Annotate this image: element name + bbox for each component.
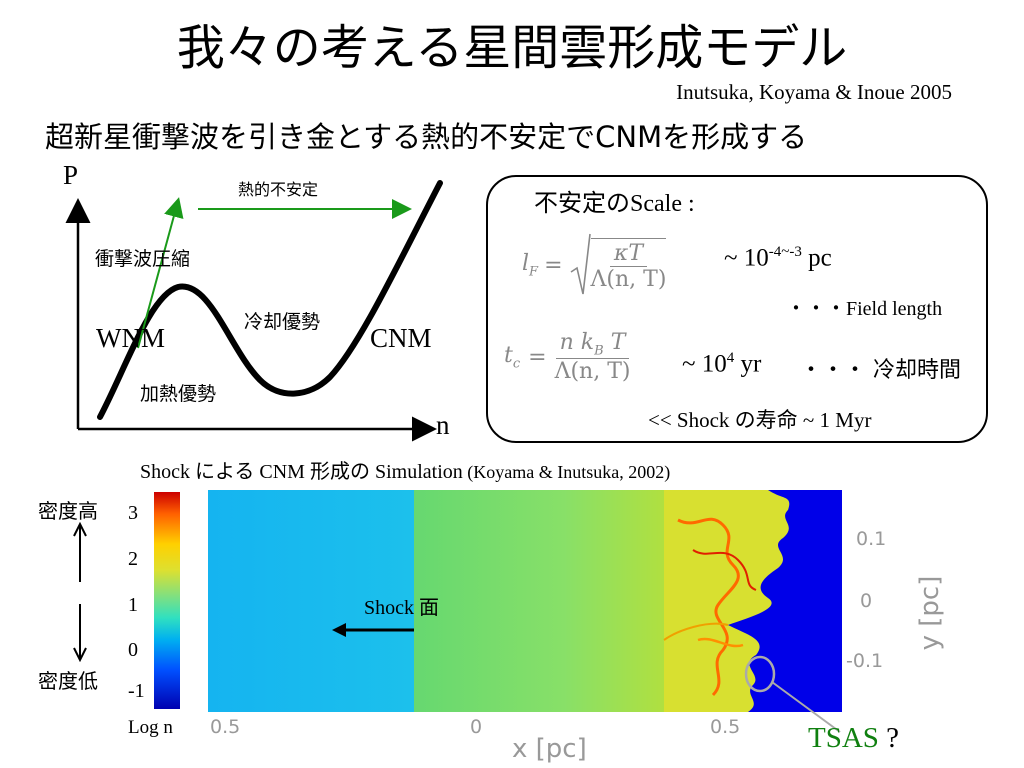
x-tick-left: 0.5 [210,716,241,738]
x-tick-mid: 0 [470,716,483,738]
tsas-label: TSAS ? [808,722,900,754]
shock-direction-arrow [332,623,414,637]
tc-fraction: n kB T Λ(n, T) [554,330,631,385]
lf-lhs: lF [522,250,539,280]
cooling-dominant-label: 冷却優勢 [244,311,321,333]
tsas-pointer [744,655,841,733]
density-low-label: 密度低 [38,669,98,693]
x-tick-right: 0.5 [710,716,741,738]
cooling-time-value: ~ 104 yr [682,350,762,378]
shock-compression-label: 衝撃波圧縮 [95,248,191,270]
tc-lhs: tc [504,343,521,372]
cbar-tick-2: 2 [128,548,138,570]
y-tick-mid: 0 [860,590,873,612]
thermal-instability-label: 熱的不安定 [238,180,319,199]
sqrt-sign [570,233,591,295]
field-length-value: ~ 10-4~-3 pc [724,244,832,272]
colorbar [154,492,180,709]
instability-scale-box [486,175,988,443]
cooling-time-formula: tc = n kB T Λ(n, T) [504,330,631,385]
simulation-caption: Shock による CNM 形成の Simulation (Koyama & I… [140,461,671,483]
cbar-tick-0: 0 [128,639,138,661]
density-arrows [73,522,87,662]
shock-front-label: Shock 面 [364,597,439,619]
cnm-label: CNM [370,323,432,353]
n-axis-label: n [436,410,450,440]
log-n-label: Log n [128,717,173,738]
reference-citation: Inutsuka, Koyama & Inoue 2005 [676,80,952,104]
slide-title: 我々の考える星間雲形成モデル [176,20,848,76]
phase-diagram [65,180,443,442]
field-length-formula: lF = κT Λ(n, T) [522,232,667,298]
scale-heading-en: Scale : [630,191,695,217]
cooling-time-note: ・・・ 冷却時間 [800,358,961,383]
cbar-tick-minus1: -1 [128,680,145,702]
y-axis-label: y [pc] [915,575,945,651]
shock-compression-arrow [137,197,184,349]
shock-lifetime-note: << Shock の寿命 ~ 1 Myr [648,408,872,432]
heating-dominant-label: 加熱優勢 [140,383,217,405]
cbar-tick-1: 1 [128,594,138,616]
p-axis-label: P [63,160,79,190]
x-axis-label: x [pc] [512,734,587,764]
scale-heading: 不安定のScale : [534,183,695,218]
lf-fraction: κT Λ(n, T) [590,238,667,292]
turbulent-layer [664,490,790,712]
simulation-density-map [208,490,842,712]
y-tick-bottom: -0.1 [846,650,884,672]
equilibrium-curve [97,180,443,420]
slide-subtitle: 超新星衝撃波を引き金とする熱的不安定でCNMを形成する [45,120,808,154]
scale-heading-jp: 不安定の [534,189,630,217]
field-length-note: ・・・Field length [786,298,943,320]
density-high-label: 密度高 [38,499,98,523]
y-tick-top: 0.1 [856,528,887,550]
cbar-tick-3: 3 [128,502,138,524]
wnm-label: WNM [96,323,165,353]
